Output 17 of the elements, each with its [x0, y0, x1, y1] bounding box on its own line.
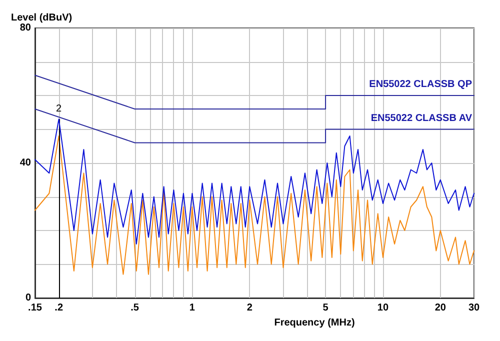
- x-tick-label: .15: [28, 302, 42, 314]
- x-tick-label: 5: [322, 302, 329, 314]
- x-tick-label: 10: [377, 302, 389, 314]
- x-tick-label: 2: [246, 302, 253, 314]
- x-tick-label: 30: [468, 302, 480, 314]
- series-label: EN55022 CLASSB QP: [369, 79, 472, 90]
- y-tick-label: 40: [20, 158, 32, 168]
- y-tick-label: 80: [20, 22, 32, 34]
- x-tick-label: .2: [54, 302, 64, 314]
- x-tick-label: 1: [189, 302, 196, 314]
- x-axis-title: Frequency (MHz): [274, 318, 355, 328]
- series-label: EN55022 CLASSB AV: [370, 112, 472, 124]
- y-axis-title: Level (dBuV): [11, 12, 72, 24]
- y-tick-label: 0: [25, 292, 32, 304]
- x-tick-label: 20: [434, 302, 446, 314]
- annotation: 2: [56, 104, 62, 115]
- x-tick-label: .5: [130, 302, 140, 314]
